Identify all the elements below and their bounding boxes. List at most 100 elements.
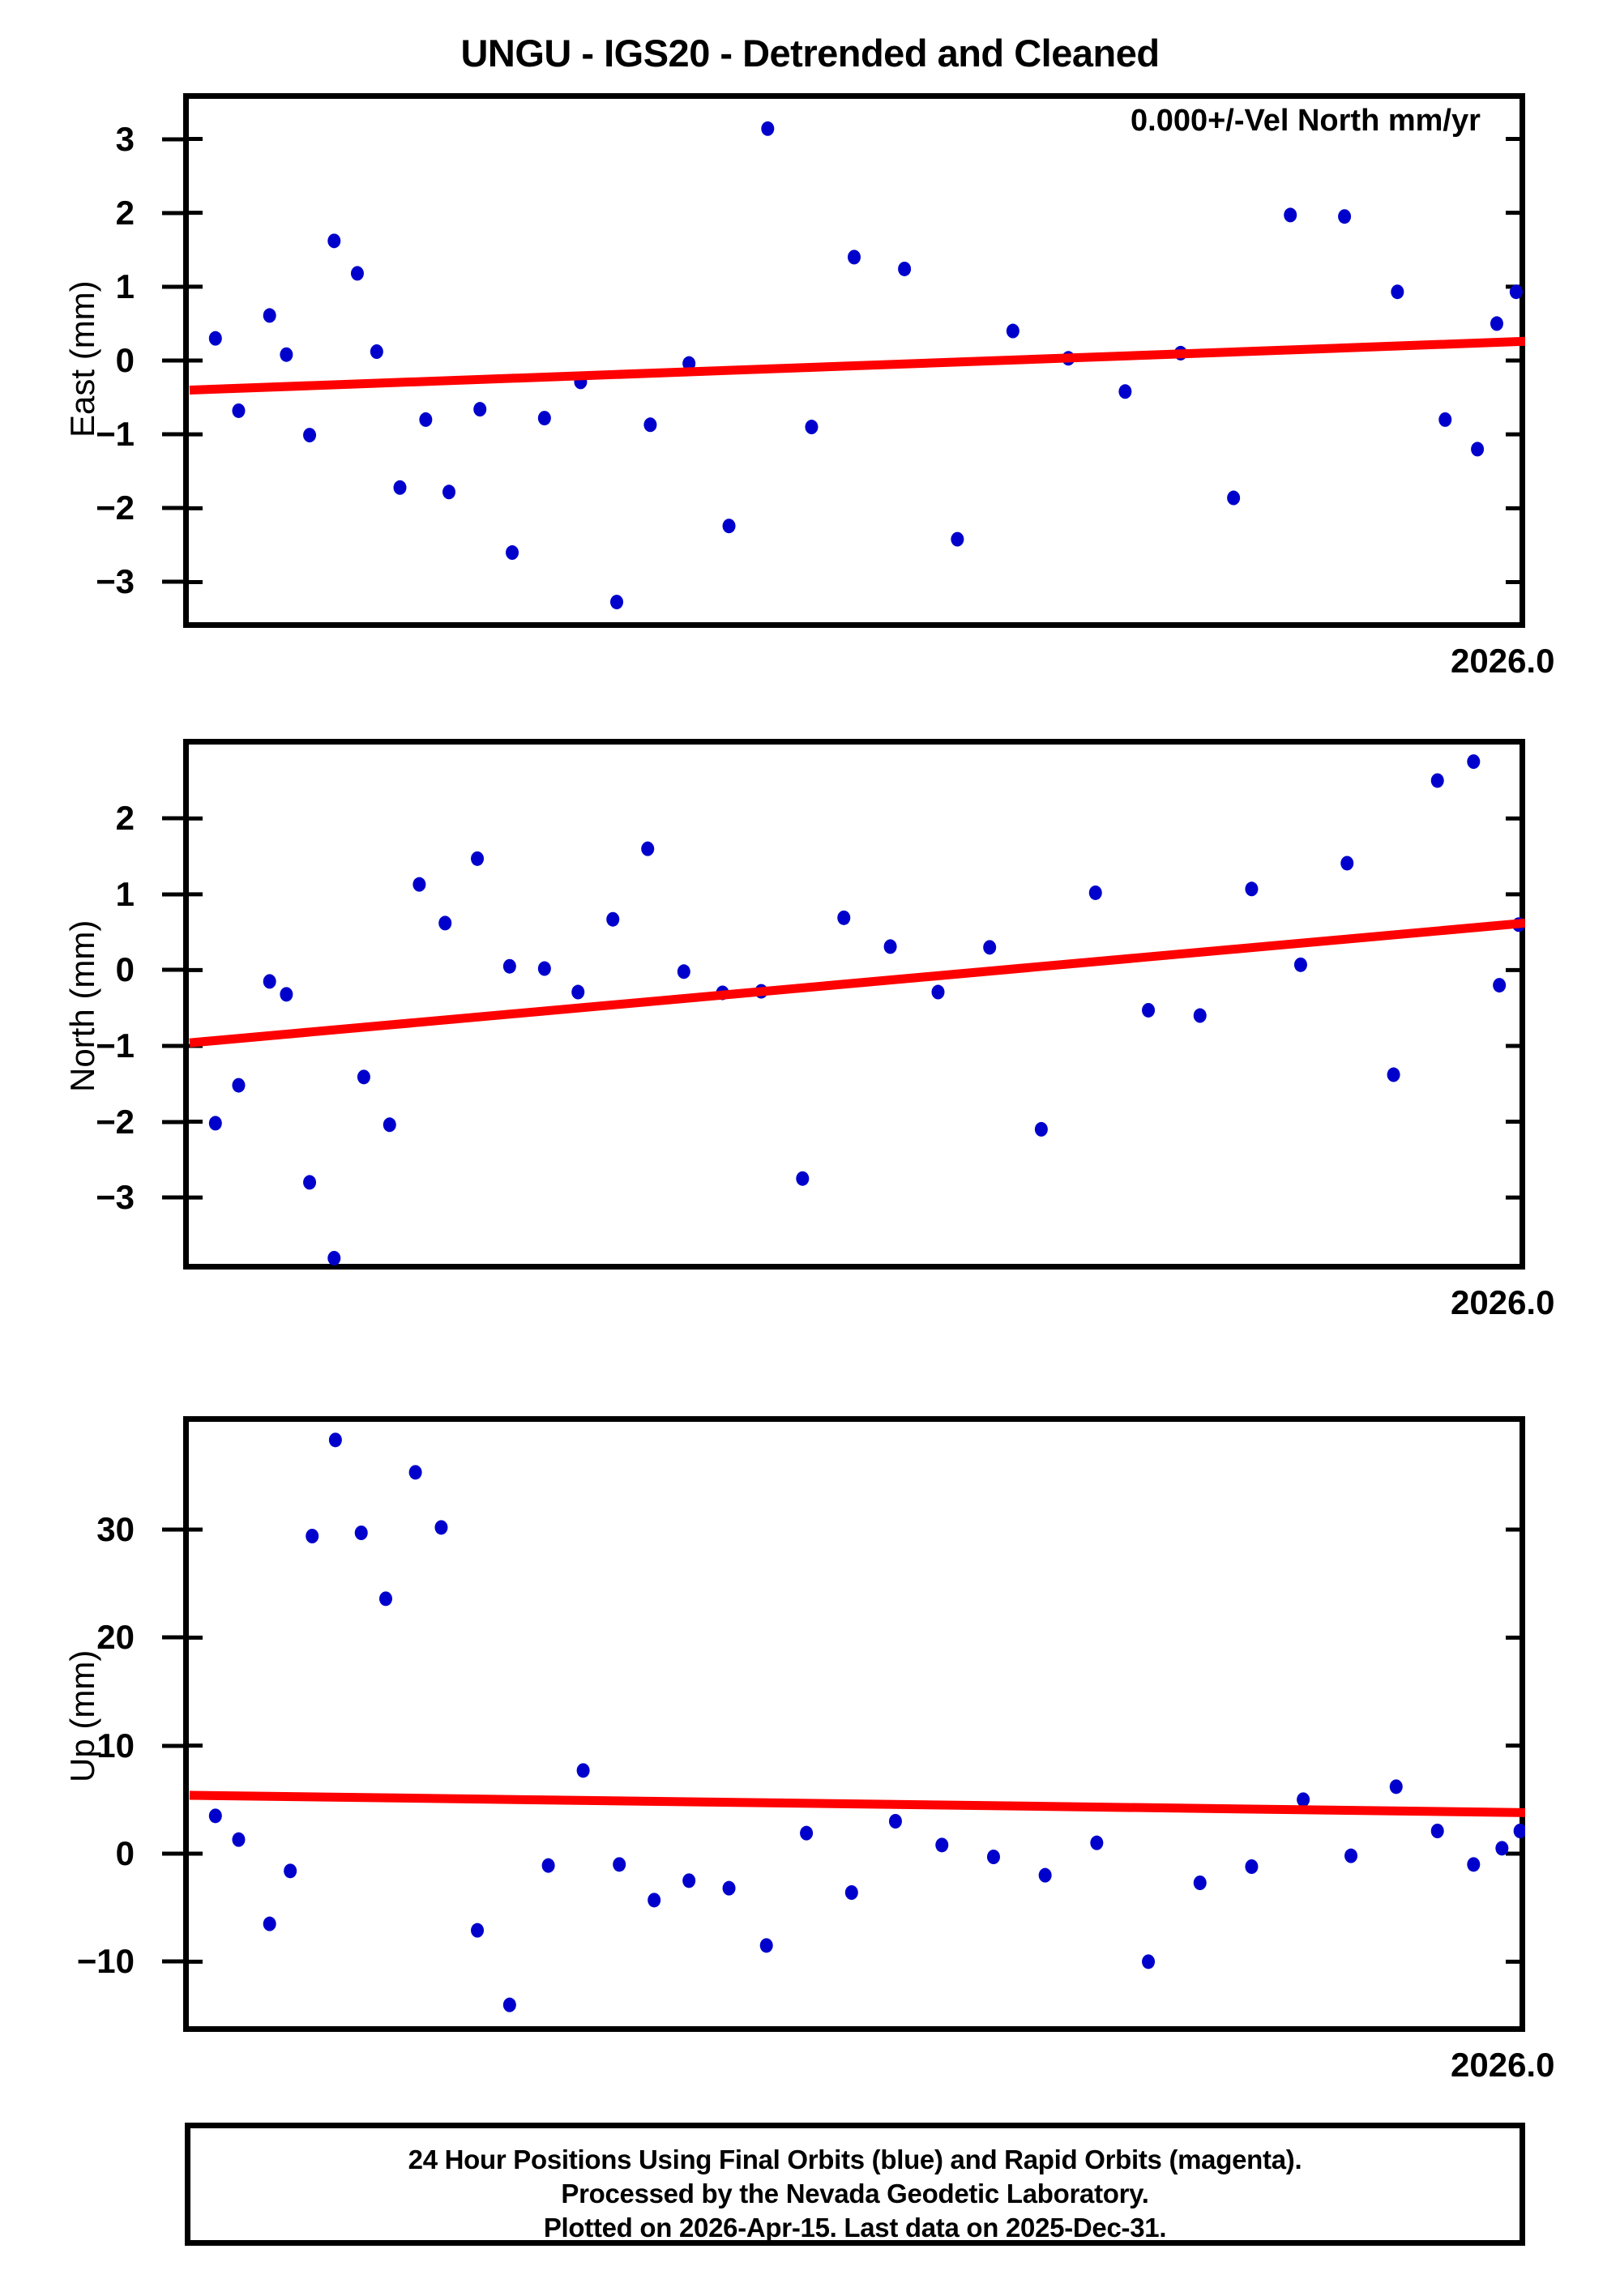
- y-tick-mark-outer: [162, 506, 183, 510]
- data-point: [682, 1873, 696, 1888]
- data-point: [606, 911, 620, 927]
- y-tick-label: 3: [115, 119, 135, 158]
- data-point: [303, 428, 317, 443]
- panel-up-x-end-label: 2026.0: [1451, 2046, 1555, 2084]
- y-tick-label: 0: [115, 1834, 135, 1872]
- data-point: [722, 519, 736, 534]
- data-point: [613, 1857, 626, 1872]
- data-point: [232, 1078, 246, 1093]
- data-point: [648, 1893, 661, 1908]
- data-point: [1389, 1779, 1403, 1795]
- data-point: [303, 1175, 317, 1190]
- data-point: [1297, 1792, 1310, 1807]
- footer-line-3: Plotted on 2026-Apr-15. Last data on 202…: [543, 2213, 1167, 2243]
- data-point: [1493, 978, 1507, 993]
- y-tick-label: 1: [115, 267, 135, 305]
- data-point: [328, 1432, 342, 1448]
- data-point: [263, 1916, 276, 1931]
- data-point: [796, 1171, 810, 1186]
- data-point: [541, 1858, 555, 1873]
- trend-line: [189, 1790, 1525, 1817]
- data-point: [1293, 957, 1307, 972]
- y-tick-label: −3: [96, 562, 135, 601]
- trend-line: [189, 336, 1525, 395]
- data-point: [1245, 881, 1259, 897]
- data-point: [1006, 323, 1019, 339]
- y-tick-label: −2: [96, 489, 135, 527]
- panel-north-x-end-label: 2026.0: [1451, 1283, 1555, 1321]
- data-point: [537, 961, 551, 976]
- data-point: [883, 939, 897, 954]
- data-point: [412, 877, 426, 892]
- y-tick-label: −1: [96, 415, 135, 454]
- y-tick-mark-outer: [162, 1120, 183, 1125]
- data-point: [571, 984, 585, 1000]
- data-point: [1387, 1067, 1400, 1082]
- data-point: [393, 480, 407, 495]
- data-point: [263, 974, 276, 989]
- data-point: [1471, 442, 1485, 457]
- data-point: [357, 1069, 370, 1085]
- data-point: [1284, 207, 1297, 223]
- y-tick-mark-outer: [162, 432, 183, 437]
- data-point: [837, 910, 851, 925]
- data-point: [442, 484, 456, 500]
- data-point: [722, 1880, 736, 1896]
- panel-east: [183, 93, 1525, 628]
- data-point: [284, 1863, 297, 1879]
- data-point: [805, 420, 819, 435]
- data-point: [1338, 209, 1352, 224]
- data-point: [1509, 284, 1523, 300]
- data-point: [471, 1923, 485, 1938]
- panel-north-frame: [183, 739, 1525, 1270]
- y-tick-label: 0: [115, 950, 135, 989]
- footer-line-2: Processed by the Nevada Geodetic Laborat…: [561, 2179, 1149, 2209]
- panel-east-y-axis-title: East (mm): [63, 280, 101, 437]
- data-point: [370, 344, 383, 360]
- y-tick-label: 30: [96, 1510, 135, 1548]
- data-point: [438, 915, 452, 931]
- data-point: [473, 402, 487, 417]
- data-point: [1490, 316, 1503, 331]
- panel-north-plot-area: [183, 754, 1525, 1270]
- data-point: [232, 1832, 246, 1847]
- y-tick-mark-outer: [162, 1743, 183, 1748]
- panel-east-frame: [183, 93, 1525, 628]
- data-point: [759, 1938, 773, 1953]
- y-tick-label: 1: [115, 874, 135, 913]
- data-point: [682, 356, 696, 371]
- data-point: [1344, 1848, 1358, 1863]
- data-point: [898, 261, 912, 276]
- data-point: [378, 1591, 392, 1607]
- data-point: [1513, 1824, 1525, 1838]
- data-point: [354, 1526, 368, 1540]
- data-point: [502, 958, 516, 974]
- y-tick-label: −10: [76, 1942, 135, 1981]
- data-point: [1467, 754, 1481, 770]
- y-tick-mark-outer: [162, 137, 183, 142]
- data-point: [848, 250, 861, 265]
- panel-east-x-end-label: 2026.0: [1451, 642, 1555, 680]
- panel-up-plot-area: [183, 1432, 1525, 2032]
- y-tick-mark-outer: [162, 284, 183, 289]
- data-point: [1142, 1002, 1156, 1018]
- y-tick-mark-outer: [162, 358, 183, 363]
- data-point: [506, 545, 519, 561]
- y-tick-mark-outer: [162, 1527, 183, 1532]
- data-point: [327, 1250, 341, 1265]
- y-tick-mark-outer: [162, 892, 183, 897]
- y-tick-mark-outer: [162, 1195, 183, 1200]
- data-point: [1118, 384, 1132, 399]
- y-tick-label: 0: [115, 341, 135, 379]
- data-point: [1430, 773, 1444, 788]
- y-tick-mark-outer: [162, 1635, 183, 1640]
- y-tick-label: 2: [115, 193, 135, 232]
- data-point: [888, 1814, 902, 1829]
- footer-line-1: 24 Hour Positions Using Final Orbits (bl…: [408, 2144, 1302, 2174]
- y-tick-mark-outer: [162, 211, 183, 216]
- data-point: [1245, 1859, 1259, 1874]
- data-point: [502, 1997, 516, 2012]
- data-point: [537, 411, 551, 426]
- data-point: [1495, 1841, 1509, 1856]
